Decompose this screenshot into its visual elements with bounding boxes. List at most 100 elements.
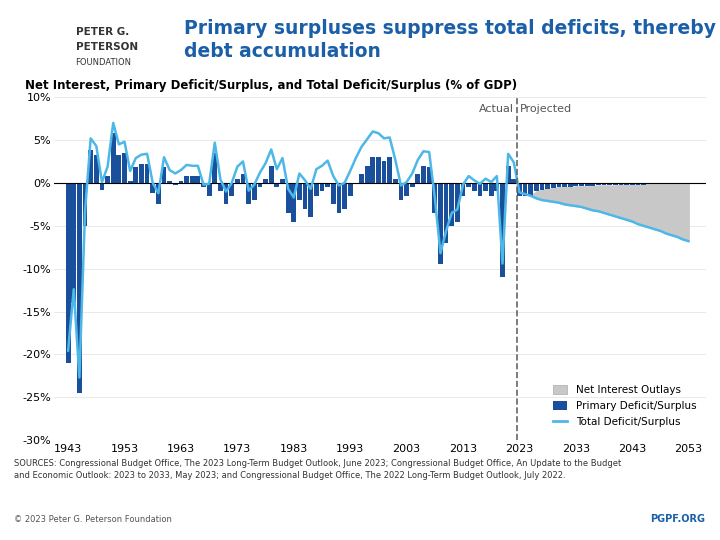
- Bar: [427, 167, 431, 183]
- Bar: [201, 183, 206, 187]
- Bar: [117, 156, 121, 183]
- Bar: [252, 183, 256, 200]
- Bar: [314, 183, 319, 196]
- Bar: [528, 183, 533, 196]
- Bar: [77, 183, 82, 393]
- Bar: [195, 176, 200, 183]
- Bar: [624, 183, 629, 185]
- Bar: [167, 181, 172, 183]
- Bar: [320, 183, 325, 192]
- Bar: [438, 183, 443, 265]
- Bar: [207, 183, 212, 196]
- Bar: [495, 183, 499, 192]
- Bar: [658, 183, 663, 184]
- Text: SOURCES: Congressional Budget Office, The 2023 Long-Term Budget Outlook, June 20: SOURCES: Congressional Budget Office, Th…: [14, 459, 621, 480]
- Bar: [14, 18, 65, 27]
- Bar: [477, 183, 482, 196]
- Bar: [229, 183, 234, 196]
- Bar: [359, 174, 364, 183]
- Bar: [630, 183, 634, 185]
- Bar: [127, 181, 132, 183]
- Bar: [607, 183, 612, 186]
- Bar: [511, 179, 516, 183]
- Bar: [190, 176, 194, 183]
- Bar: [562, 183, 567, 187]
- Bar: [641, 183, 646, 185]
- Bar: [325, 183, 330, 187]
- Bar: [557, 183, 562, 187]
- Bar: [71, 183, 76, 303]
- Text: Primary surpluses suppress total deficits, thereby reducing
debt accumulation: Primary surpluses suppress total deficit…: [184, 19, 720, 60]
- Bar: [590, 183, 595, 186]
- Bar: [449, 183, 454, 226]
- Bar: [133, 167, 138, 183]
- Bar: [302, 183, 307, 208]
- Bar: [664, 183, 668, 184]
- Bar: [382, 161, 387, 183]
- Bar: [618, 183, 624, 185]
- Bar: [517, 183, 522, 196]
- Bar: [467, 183, 471, 187]
- Bar: [246, 183, 251, 204]
- Bar: [539, 183, 544, 190]
- Text: PETERSON: PETERSON: [76, 42, 138, 52]
- Bar: [483, 183, 488, 192]
- Bar: [421, 166, 426, 183]
- Bar: [218, 183, 222, 192]
- Bar: [551, 183, 556, 188]
- Bar: [404, 183, 409, 196]
- Bar: [523, 183, 528, 196]
- Bar: [505, 166, 510, 183]
- Bar: [534, 183, 539, 192]
- Bar: [342, 183, 347, 208]
- Bar: [573, 183, 578, 186]
- Bar: [585, 183, 590, 186]
- Bar: [280, 179, 285, 183]
- Bar: [83, 183, 87, 226]
- Bar: [680, 183, 685, 184]
- Bar: [444, 183, 449, 243]
- Bar: [145, 164, 150, 183]
- Bar: [675, 183, 680, 184]
- Bar: [66, 183, 71, 363]
- Bar: [636, 183, 640, 185]
- Bar: [652, 183, 657, 184]
- Bar: [274, 183, 279, 187]
- Bar: [686, 183, 691, 184]
- Bar: [387, 157, 392, 183]
- Bar: [224, 183, 228, 204]
- Bar: [212, 153, 217, 183]
- Bar: [161, 167, 166, 183]
- Bar: [297, 183, 302, 200]
- Bar: [365, 166, 369, 183]
- Bar: [331, 183, 336, 204]
- Bar: [370, 157, 375, 183]
- Bar: [235, 179, 240, 183]
- Text: PETER G.: PETER G.: [76, 27, 129, 37]
- Bar: [122, 153, 127, 183]
- Bar: [433, 183, 437, 213]
- Bar: [376, 157, 381, 183]
- Bar: [184, 176, 189, 183]
- Bar: [348, 183, 353, 196]
- Bar: [156, 183, 161, 204]
- Bar: [14, 31, 65, 40]
- Bar: [455, 183, 460, 221]
- Bar: [568, 183, 572, 187]
- Bar: [89, 150, 93, 183]
- Bar: [240, 174, 246, 183]
- Bar: [99, 183, 104, 190]
- Bar: [489, 183, 494, 196]
- Bar: [596, 183, 600, 186]
- Bar: [111, 133, 116, 183]
- Text: Actual: Actual: [479, 104, 514, 114]
- Bar: [14, 56, 65, 65]
- Bar: [286, 183, 291, 213]
- Bar: [415, 174, 420, 183]
- Bar: [105, 176, 110, 183]
- Bar: [292, 183, 296, 221]
- Bar: [399, 183, 403, 200]
- Bar: [336, 183, 341, 213]
- Bar: [545, 183, 550, 189]
- Bar: [139, 164, 144, 183]
